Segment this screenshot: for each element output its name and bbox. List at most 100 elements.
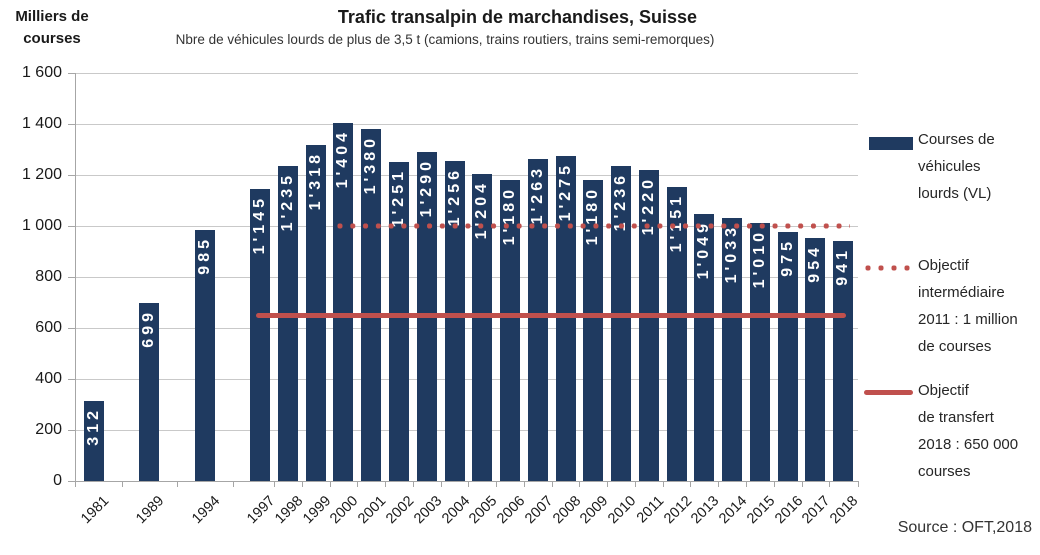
y-axis-title-line1: Milliers de xyxy=(15,8,89,25)
bar-value-label-1998: 1'235 xyxy=(278,172,296,232)
objectif-intermediaire-line xyxy=(337,223,850,229)
bar-value-label-2008: 1'275 xyxy=(556,161,574,222)
x-axis-tick xyxy=(329,481,331,487)
bar-value-label-2009: 1'180 xyxy=(584,186,602,246)
bar-value-label-2000: 1'404 xyxy=(334,128,352,189)
y-axis-label: 1 200 xyxy=(21,166,62,183)
bar-2005 xyxy=(472,173,493,481)
bar-value-label-1981: 312 xyxy=(85,407,102,447)
y-axis-line xyxy=(75,73,76,481)
x-axis-tick xyxy=(523,481,525,487)
y-axis-label: 200 xyxy=(35,421,62,438)
y-axis-tick xyxy=(68,327,75,329)
legend-solid-line-icon xyxy=(864,390,913,395)
legend-label-line: véhicules xyxy=(918,158,981,175)
bar-1994 xyxy=(194,229,215,481)
legend-label-line: Objectif xyxy=(918,257,969,274)
x-axis-tick xyxy=(773,481,775,487)
x-axis-label-1981: 1981 xyxy=(78,493,113,528)
chart-title: Trafic transalpin de marchandises, Suiss… xyxy=(337,7,698,27)
bar-1981 xyxy=(84,401,104,481)
bar-value-label-2017: 954 xyxy=(806,243,824,283)
y-axis-label: 600 xyxy=(35,319,62,336)
y-axis-tick xyxy=(68,276,75,278)
x-axis-tick xyxy=(496,481,498,487)
x-axis-tick xyxy=(858,481,859,487)
bar-value-label-2015: 1'010 xyxy=(750,229,768,289)
legend-label-line: 2018 : 650 000 xyxy=(918,436,1019,453)
gridline xyxy=(75,276,858,278)
bar-2014 xyxy=(722,217,743,481)
x-axis-tick xyxy=(440,481,442,487)
legend-label-line: lourds (VL) xyxy=(918,185,992,202)
x-axis-tick xyxy=(579,481,581,487)
source-note: Source : OFT,2018 xyxy=(897,519,1032,536)
bar-value-label-2018: 941 xyxy=(834,247,852,286)
y-axis-tick xyxy=(68,429,75,431)
x-axis-tick xyxy=(301,481,303,487)
y-axis-label: 400 xyxy=(35,370,62,387)
y-axis-tick xyxy=(68,123,75,125)
x-axis-label-1989: 1989 xyxy=(133,493,168,528)
x-axis-line xyxy=(75,481,859,482)
y-axis-title-line2: courses xyxy=(23,30,81,47)
gridline xyxy=(75,429,858,431)
x-axis-tick xyxy=(412,481,414,487)
objectif-transfert-line xyxy=(256,312,846,318)
legend-dotted-line-icon xyxy=(865,265,915,271)
x-axis-tick xyxy=(718,481,720,487)
bar-value-label-2014: 1'033 xyxy=(723,223,741,283)
bar-2015 xyxy=(749,223,770,481)
legend-label-line: de transfert xyxy=(918,409,994,426)
legend-item-objectif-intermediaire: Objectif intermédiaire 2011 : 1 million … xyxy=(918,252,1018,360)
gridline xyxy=(75,123,858,125)
gridline xyxy=(75,174,858,176)
legend-bar-swatch-icon xyxy=(869,137,913,150)
bar-2010 xyxy=(611,165,632,481)
y-axis-label: 1 400 xyxy=(21,115,62,132)
x-axis-tick xyxy=(232,481,234,487)
bar-value-label-1999: 1'318 xyxy=(306,150,324,211)
bar-2006 xyxy=(500,180,521,481)
bar-value-label-2001: 1'380 xyxy=(362,135,380,195)
bar-value-label-2005: 1'204 xyxy=(473,179,491,240)
y-axis-tick xyxy=(68,480,75,482)
y-axis-label: 1 000 xyxy=(21,217,62,234)
y-axis-label: 800 xyxy=(35,268,62,285)
bar-value-label-2004: 1'256 xyxy=(445,166,463,227)
legend-label-line: Courses de xyxy=(918,131,995,148)
x-axis-tick xyxy=(607,481,609,487)
x-axis-tick xyxy=(274,481,276,487)
chart-subtitle: Nbre de véhicules lourds de plus de 3,5 … xyxy=(175,32,715,47)
bar-2018 xyxy=(833,241,854,481)
bar-value-label-1994: 985 xyxy=(195,235,213,275)
legend-label-line: 2011 : 1 million xyxy=(918,311,1018,328)
y-axis-tick xyxy=(68,72,75,74)
bar-2012 xyxy=(666,187,687,481)
bar-2016 xyxy=(777,232,798,481)
x-axis-tick xyxy=(634,481,636,487)
bar-2002 xyxy=(389,161,409,481)
y-axis-title: Milliers de courses xyxy=(4,6,100,50)
bar-value-label-2002: 1'251 xyxy=(390,167,407,228)
gridline xyxy=(75,327,858,329)
legend-item-courses-vl: Courses de véhicules lourds (VL) xyxy=(918,126,995,207)
bar-2008 xyxy=(555,155,576,481)
bar-1998 xyxy=(277,166,298,481)
x-axis-tick xyxy=(829,481,831,487)
x-axis-label-1994: 1994 xyxy=(188,493,224,528)
x-axis-tick xyxy=(801,481,803,487)
y-axis-label: 1 600 xyxy=(21,64,62,81)
legend-label-line: Objectif xyxy=(918,382,969,399)
x-axis-tick xyxy=(746,481,747,487)
x-axis-tick xyxy=(75,481,76,487)
legend-item-objectif-transfert: Objectif de transfert 2018 : 650 000 cou… xyxy=(918,377,1018,485)
x-axis-tick xyxy=(662,481,664,487)
y-axis-tick xyxy=(68,225,75,227)
bar-value-label-2003: 1'290 xyxy=(417,158,435,218)
y-axis-tick xyxy=(68,378,75,380)
bar-1989 xyxy=(139,302,160,481)
legend-label-line: courses xyxy=(918,463,971,480)
x-axis-tick xyxy=(177,481,179,487)
